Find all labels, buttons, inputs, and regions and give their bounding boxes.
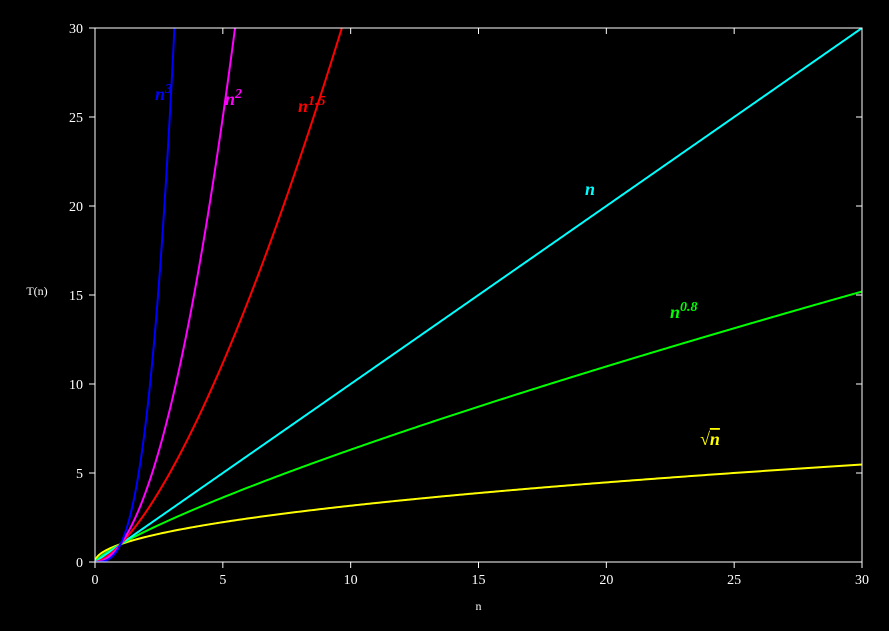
- x-axis-title: n: [476, 599, 482, 613]
- series-label-n1: n: [585, 179, 595, 199]
- chart-container: 0 5 10 15 20 25 30 0 5 10 15 20 25 30 n T(n) √n n0.8 n n1.5…: [0, 0, 889, 631]
- x-tick-label: 15: [472, 573, 486, 588]
- x-tick-label: 30: [855, 573, 869, 588]
- curve-n08: [95, 292, 862, 562]
- y-tick-label: 25: [69, 111, 83, 126]
- curve-sqrt: [95, 465, 862, 562]
- series-label-sqrt: √n: [700, 429, 720, 449]
- x-tick-label: 25: [727, 573, 741, 588]
- polynomial-growth-chart: 0 5 10 15 20 25 30 0 5 10 15 20 25 30 n T(n) √n n0.8 n n1.5…: [0, 0, 889, 631]
- y-axis-title: T(n): [26, 284, 47, 298]
- y-tick-label: 5: [76, 467, 83, 482]
- series-label-n2: n2: [225, 87, 242, 110]
- series-label-n3: n3: [155, 82, 172, 105]
- series-label-n15: n1.5: [298, 94, 326, 117]
- x-tick-label: 10: [344, 573, 358, 588]
- y-tick-label: 15: [69, 289, 83, 304]
- y-tick-label: 10: [69, 378, 83, 393]
- y-tick-label: 20: [69, 200, 83, 215]
- x-tick-label: 5: [219, 573, 226, 588]
- curves-group: [95, 0, 862, 562]
- series-label-n08: n0.8: [670, 300, 698, 323]
- x-tick-label: 0: [92, 573, 99, 588]
- curve-n1: [95, 28, 862, 562]
- y-tick-label: 30: [69, 22, 83, 37]
- y-tick-label: 0: [76, 556, 83, 571]
- x-tick-label: 20: [599, 573, 613, 588]
